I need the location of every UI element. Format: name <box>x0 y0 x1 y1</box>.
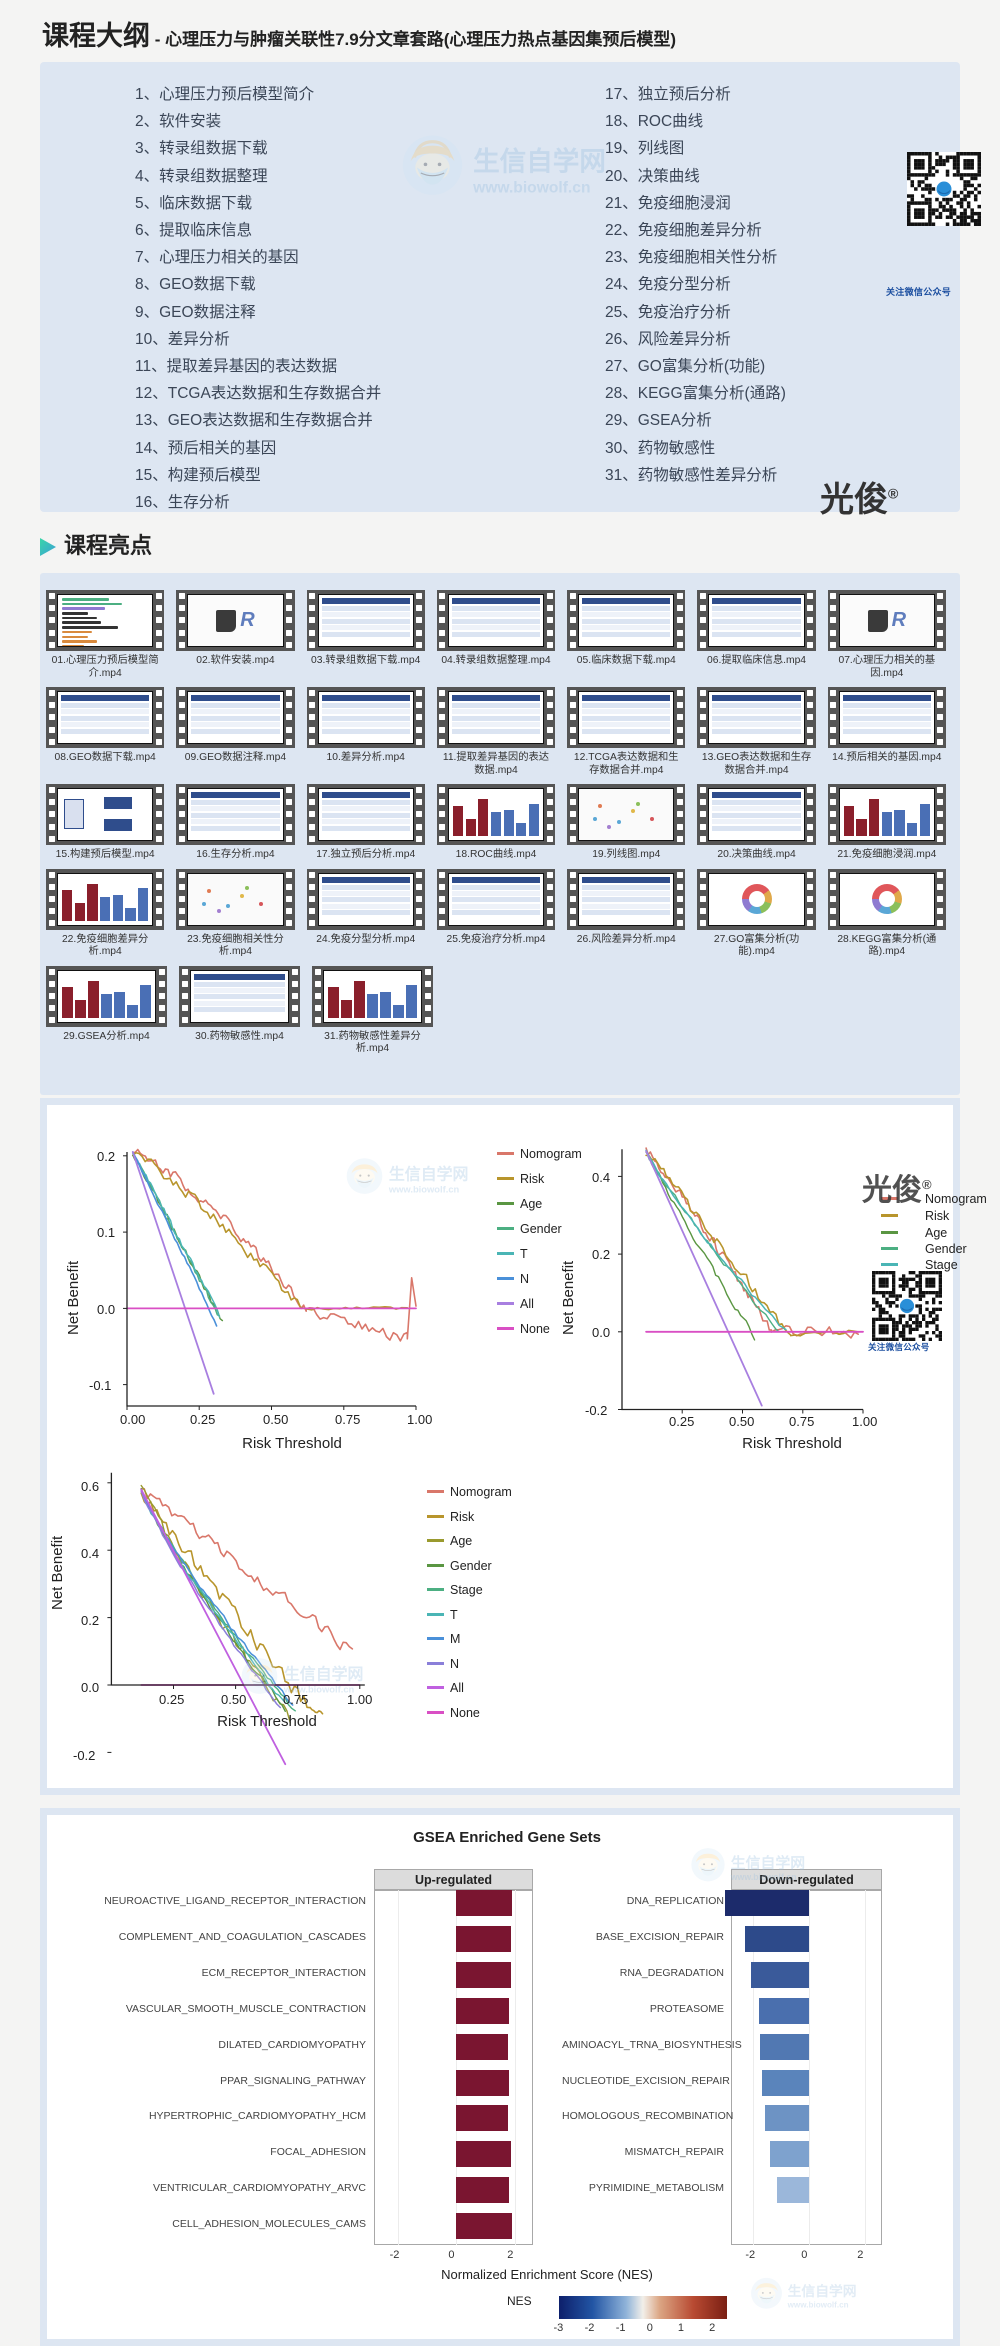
svg-text:www.biowolf.cn: www.biowolf.cn <box>472 180 590 197</box>
svg-text:www.biowolf.cn: www.biowolf.cn <box>730 1872 797 1882</box>
svg-text:生信自学网: 生信自学网 <box>731 1854 805 1872</box>
svg-text:生信自学网: 生信自学网 <box>788 2283 857 2299</box>
svg-text:www.biowolf.cn: www.biowolf.cn <box>787 2301 849 2310</box>
svg-text:生信自学网: 生信自学网 <box>473 147 606 177</box>
svg-text:生信自学网: 生信自学网 <box>284 1664 364 1683</box>
svg-text:www.biowolf.cn: www.biowolf.cn <box>283 1685 355 1695</box>
